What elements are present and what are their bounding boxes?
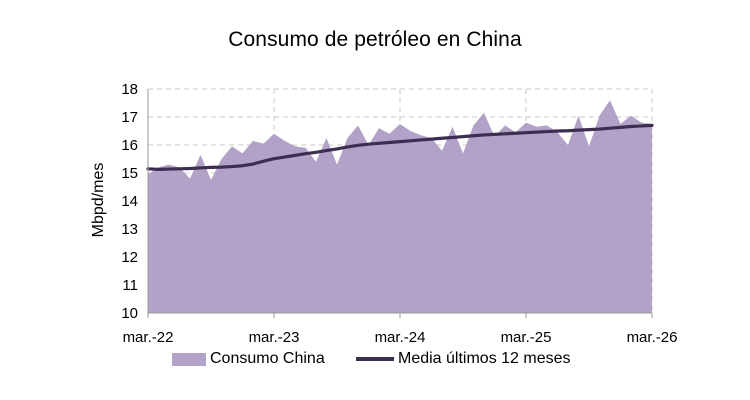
axes <box>147 89 653 318</box>
y-tick-label: 12 <box>121 249 138 266</box>
legend-swatch-area <box>172 352 206 366</box>
line-series <box>146 123 654 171</box>
y-tick-label: 15 <box>121 165 138 182</box>
x-tick-label: mar.-24 <box>375 329 426 346</box>
x-tick-labels: mar.-22 mar.-23 mar.-24 mar.-25 mar.-26 <box>123 329 678 346</box>
legend-item-media: Media últimos 12 meses <box>356 350 571 368</box>
chart-title: Consumo de petróleo en China <box>228 28 522 51</box>
x-tick-label: mar.-26 <box>627 329 678 346</box>
y-tick-label: 13 <box>121 221 138 238</box>
y-tick-label: 17 <box>121 109 138 126</box>
x-tick-label: mar.-22 <box>123 329 174 346</box>
legend-swatch-line <box>356 357 394 361</box>
y-tick-label: 11 <box>122 277 138 294</box>
x-tick-label: mar.-23 <box>249 329 300 346</box>
y-tick-labels: 10 11 12 13 14 15 16 17 18 <box>121 81 138 322</box>
area-consumo-china <box>148 100 652 313</box>
y-tick-label: 16 <box>121 137 138 154</box>
area-series <box>148 100 652 313</box>
line-media-12-meses <box>146 123 654 171</box>
y-axis-label: Mbpd/mes <box>90 163 107 238</box>
y-tick-label: 14 <box>121 193 138 210</box>
legend-item-consumo: Consumo China <box>172 350 325 368</box>
x-tick-label: mar.-25 <box>501 329 552 346</box>
legend-label-consumo: Consumo China <box>210 350 325 367</box>
y-tick-label: 18 <box>121 81 138 98</box>
legend-label-media: Media últimos 12 meses <box>398 350 571 367</box>
legend: Consumo China Media últimos 12 meses <box>0 350 750 372</box>
y-tick-label: 10 <box>121 305 138 322</box>
